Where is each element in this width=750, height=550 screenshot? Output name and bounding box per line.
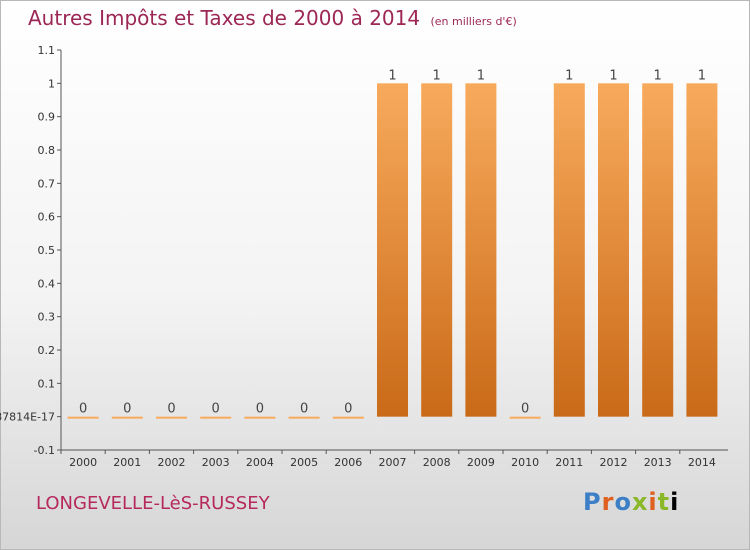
bar bbox=[288, 416, 320, 419]
x-tick-label: 2008 bbox=[423, 456, 451, 469]
logo-letter: o bbox=[614, 488, 632, 516]
y-tick-label: 0.9 bbox=[38, 111, 56, 124]
proxiti-logo: Proxiti bbox=[583, 488, 679, 516]
title-unit: (en milliers d'€) bbox=[430, 15, 517, 28]
y-tick-label: 1.387814E-17 bbox=[0, 411, 55, 424]
x-tick-label: 2014 bbox=[688, 456, 716, 469]
data-label: 1 bbox=[565, 68, 573, 83]
data-label: 1 bbox=[388, 68, 396, 83]
bar bbox=[377, 83, 408, 417]
data-label: 0 bbox=[300, 402, 308, 417]
x-tick-label: 2003 bbox=[202, 456, 230, 469]
x-tick-label: 2007 bbox=[379, 456, 407, 469]
bar bbox=[421, 83, 453, 417]
x-tick-label: 2012 bbox=[600, 456, 628, 469]
y-tick-label: 1.1 bbox=[38, 44, 56, 57]
bar bbox=[111, 416, 143, 419]
logo-letter: i bbox=[670, 488, 680, 516]
x-tick-label: 2001 bbox=[113, 456, 141, 469]
x-tick-label: 2010 bbox=[511, 456, 539, 469]
y-tick-label: 0.1 bbox=[38, 377, 56, 390]
x-tick-label: 2002 bbox=[158, 456, 186, 469]
x-tick-label: 2006 bbox=[334, 456, 362, 469]
y-tick-label: 0.6 bbox=[38, 211, 56, 224]
y-tick-label: 0.2 bbox=[38, 344, 56, 357]
y-tick-label: 0.8 bbox=[38, 144, 56, 157]
data-label: 0 bbox=[212, 402, 220, 417]
bar bbox=[67, 416, 99, 419]
data-label: 0 bbox=[167, 402, 175, 417]
data-label: 0 bbox=[344, 402, 352, 417]
data-label: 0 bbox=[123, 402, 131, 417]
title-text: Autres Impôts et Taxes de 2000 à 2014 bbox=[28, 6, 421, 30]
x-tick-label: 2013 bbox=[644, 456, 672, 469]
bar bbox=[509, 416, 541, 419]
x-tick-label: 2004 bbox=[246, 456, 274, 469]
x-tick-label: 2005 bbox=[290, 456, 318, 469]
y-tick-label: 0.5 bbox=[38, 244, 56, 257]
data-labels: 0 0 0 0 0 0 0 1 1 1 0 1 1 1 1 bbox=[79, 68, 706, 416]
logo-letter: r bbox=[601, 488, 615, 516]
data-label: 1 bbox=[433, 68, 441, 83]
bar bbox=[553, 83, 585, 417]
bar bbox=[200, 416, 232, 419]
data-label: 1 bbox=[477, 68, 485, 83]
commune-name: LONGEVELLE-LèS-RUSSEY bbox=[36, 493, 270, 514]
data-label: 1 bbox=[698, 68, 706, 83]
x-tick-label: 2000 bbox=[69, 456, 97, 469]
bar bbox=[332, 416, 364, 419]
data-label: 1 bbox=[609, 68, 617, 83]
y-tick-label: 0.7 bbox=[38, 177, 56, 190]
logo-letter: P bbox=[583, 488, 602, 516]
axes: 1.1 1 0.9 0.8 0.7 0.6 0.5 0.4 0.3 0.2 0.1 1.387814E… bbox=[0, 44, 728, 469]
bars bbox=[67, 83, 718, 419]
bar bbox=[642, 83, 674, 417]
x-tick-label: 2009 bbox=[467, 456, 495, 469]
data-label: 0 bbox=[256, 402, 264, 417]
y-tick-label: -0.1 bbox=[34, 444, 55, 457]
y-tick-label: 0.4 bbox=[38, 277, 56, 290]
y-tick-label: 0.3 bbox=[38, 311, 56, 324]
y-tick-label: 1 bbox=[48, 77, 55, 90]
chart-title: Autres Impôts et Taxes de 2000 à 2014 (e… bbox=[28, 6, 517, 30]
bar bbox=[156, 416, 187, 419]
data-label: 0 bbox=[521, 402, 529, 417]
bar bbox=[686, 83, 718, 417]
bar bbox=[465, 83, 497, 417]
x-tick-label: 2011 bbox=[555, 456, 583, 469]
logo-letter: i bbox=[648, 488, 658, 516]
logo-letter: t bbox=[657, 488, 671, 516]
data-label: 0 bbox=[79, 402, 87, 417]
bar bbox=[598, 83, 629, 417]
logo-letter: x bbox=[631, 488, 649, 516]
data-label: 1 bbox=[654, 68, 662, 83]
bar bbox=[244, 416, 276, 419]
